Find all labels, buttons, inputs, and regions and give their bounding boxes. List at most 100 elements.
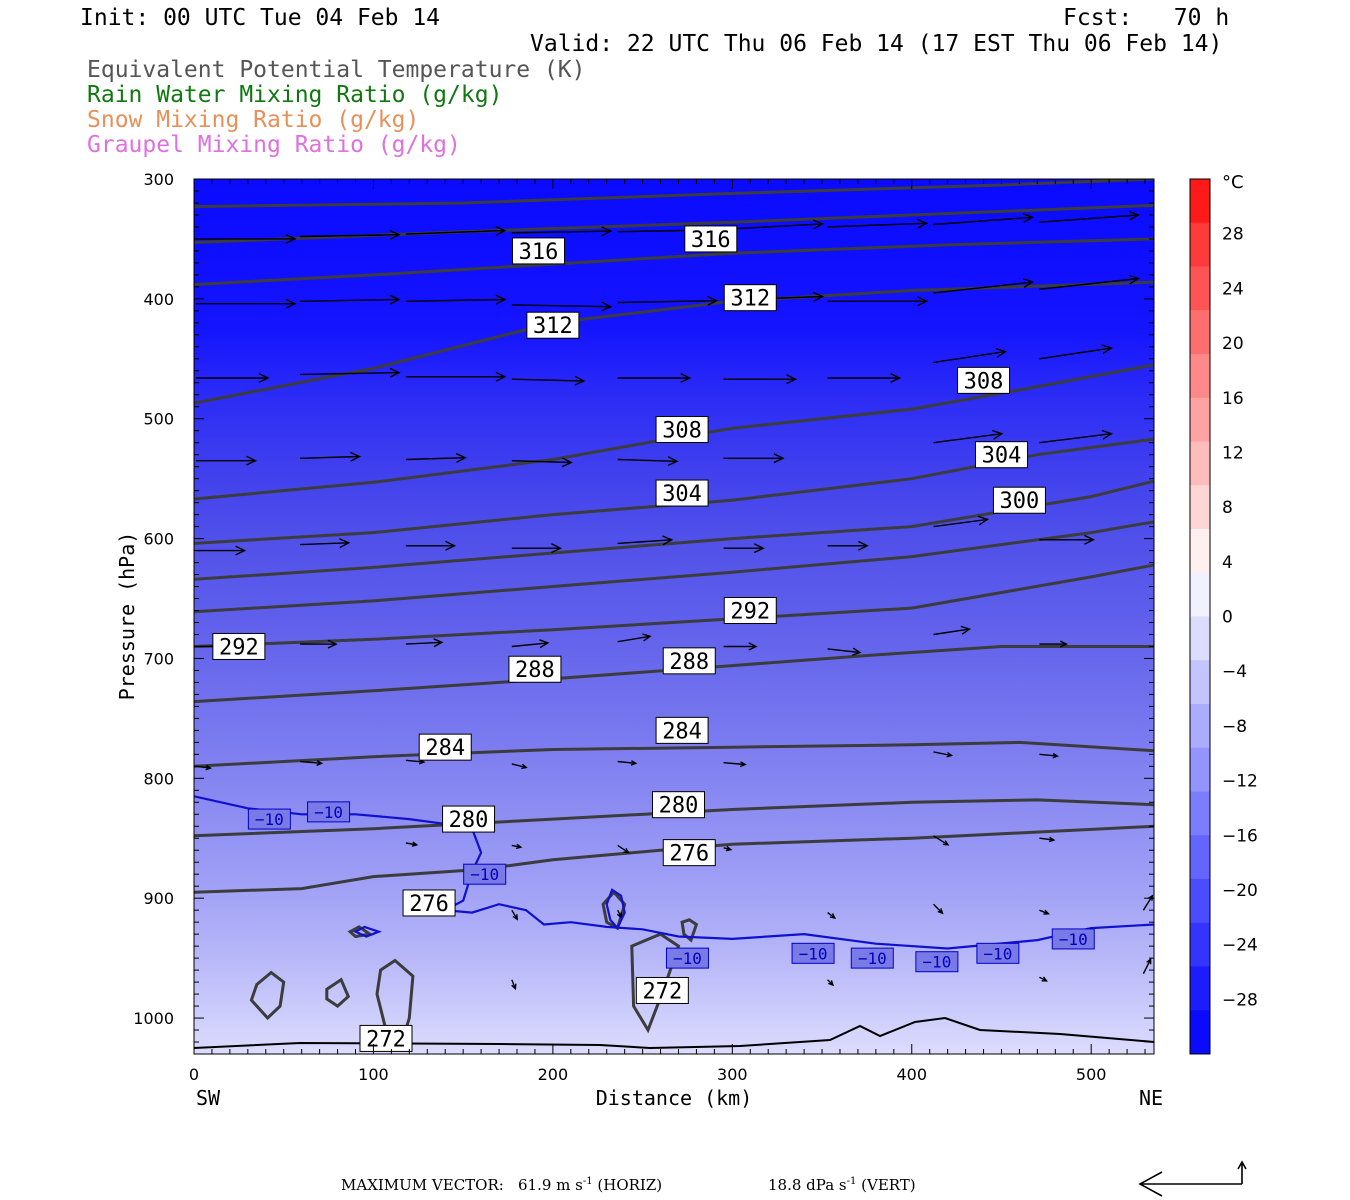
isotherm-label: −10 xyxy=(976,942,1020,964)
wind-vector xyxy=(511,226,613,237)
wind-vector xyxy=(405,638,444,648)
contour-label-276: 276 xyxy=(402,889,456,917)
isotherm-label: −10 xyxy=(463,863,507,885)
wind-vector xyxy=(405,294,507,305)
svg-text:−10: −10 xyxy=(673,949,702,968)
colorbar-label: 8 xyxy=(1222,498,1233,518)
y-tick-label: 700 xyxy=(143,649,174,668)
contour-label-272: 272 xyxy=(359,1024,413,1052)
wind-vector xyxy=(511,543,563,554)
colorbar-label: 16 xyxy=(1222,389,1244,409)
theta-e-closed-contour xyxy=(680,918,699,943)
colorbar-swatch xyxy=(1190,397,1210,442)
svg-text:280: 280 xyxy=(659,794,699,819)
contour-label-284: 284 xyxy=(418,733,472,761)
y-tick-label: 300 xyxy=(143,170,174,189)
max-vector-label: MAXIMUM VECTOR: xyxy=(341,1176,504,1194)
contour-label-288: 288 xyxy=(508,655,562,683)
reference-vector-icon xyxy=(1138,1160,1247,1197)
svg-text:292: 292 xyxy=(730,600,770,625)
wind-vector xyxy=(933,213,1035,226)
svg-text:280: 280 xyxy=(449,808,489,833)
svg-text:288: 288 xyxy=(669,650,709,675)
isotherm-minus10-closed xyxy=(605,888,626,931)
wind-vector xyxy=(617,372,692,383)
wind-vector xyxy=(617,844,630,854)
svg-text:288: 288 xyxy=(515,658,555,683)
svg-text:292: 292 xyxy=(219,635,259,660)
svg-text:−10: −10 xyxy=(799,944,828,963)
x-axis-label: Distance (km) xyxy=(596,1086,753,1110)
svg-text:316: 316 xyxy=(691,228,731,253)
wind-vector xyxy=(617,760,638,766)
contour-label-312: 312 xyxy=(723,284,777,312)
isotherm-minus10-closed xyxy=(352,925,383,938)
wind-vector xyxy=(196,545,247,556)
x-tick-label: 0 xyxy=(189,1065,199,1084)
colorbar-label: −4 xyxy=(1222,662,1247,682)
svg-text:276: 276 xyxy=(669,842,709,867)
colorbar-swatch xyxy=(1190,222,1210,267)
contour-label-304: 304 xyxy=(974,441,1028,469)
wind-vector xyxy=(196,372,270,383)
wind-vector xyxy=(933,903,944,915)
isotherm-label: −10 xyxy=(247,808,291,830)
wind-vector xyxy=(511,909,519,921)
max-vector-horizontal: 61.9 m s-1 (HORIZ) xyxy=(518,1176,663,1194)
contour-label-292: 292 xyxy=(212,632,266,660)
svg-text:−10: −10 xyxy=(922,953,951,972)
wind-vector xyxy=(827,372,902,383)
colorbar-unit: °C xyxy=(1222,172,1244,193)
contour-label-304: 304 xyxy=(655,479,709,507)
theta-e-contour-292 xyxy=(194,479,1154,581)
colorbar-swatch xyxy=(1190,310,1210,355)
wind-vector xyxy=(300,759,324,766)
svg-text:300: 300 xyxy=(1000,489,1040,514)
colorbar-label: −28 xyxy=(1222,990,1258,1010)
wind-vector xyxy=(827,218,929,229)
svg-text:−10: −10 xyxy=(1059,930,1088,949)
colorbar-label: 20 xyxy=(1222,334,1244,354)
colorbar-frame xyxy=(1189,178,1211,1055)
contour-label-308: 308 xyxy=(957,366,1011,394)
wind-vector xyxy=(1039,344,1113,360)
theta-e-closed-contour xyxy=(249,970,286,1021)
theta-e-contour-296 xyxy=(194,437,1154,545)
wind-vector xyxy=(196,455,258,466)
plot-frame xyxy=(193,178,1155,1055)
colorbar-label: −12 xyxy=(1222,772,1258,792)
y-tick-label: 800 xyxy=(143,769,174,788)
colorbar-swatch xyxy=(1190,747,1210,792)
isotherm-label: −10 xyxy=(307,801,351,823)
wind-vector xyxy=(933,835,950,846)
theta-e-closed-contour xyxy=(325,977,351,1008)
wind-vector xyxy=(196,298,297,309)
colorbar-label: 4 xyxy=(1222,553,1233,573)
svg-text:308: 308 xyxy=(662,419,702,444)
isotherm-minus10 xyxy=(194,795,1154,950)
colorbar-swatch xyxy=(1190,966,1210,1011)
theta-e-contour-308 xyxy=(194,237,1154,286)
wind-vector xyxy=(1039,534,1096,545)
wind-vector xyxy=(300,451,362,462)
wind-vector xyxy=(511,375,586,386)
wind-vector xyxy=(196,233,297,244)
wind-vector xyxy=(723,374,798,385)
wind-vector xyxy=(723,642,758,651)
colorbar-label: 28 xyxy=(1222,225,1244,245)
wind-vector xyxy=(933,278,1035,294)
colorbar-label: −24 xyxy=(1222,936,1258,956)
wind-vector xyxy=(1039,640,1069,648)
svg-text:272: 272 xyxy=(642,979,682,1004)
svg-text:276: 276 xyxy=(409,892,449,917)
colorbar-label: 0 xyxy=(1222,608,1233,628)
contour-label-292: 292 xyxy=(723,597,777,625)
wind-vector xyxy=(617,456,679,467)
y-tick-label: 500 xyxy=(143,410,174,429)
wind-vector xyxy=(300,367,401,378)
wind-vector xyxy=(723,845,733,852)
x-tick-label: 500 xyxy=(1076,1065,1107,1084)
legend-entry-theta-e: Equivalent Potential Temperature (K) xyxy=(87,57,586,83)
wind-vector xyxy=(300,294,401,305)
